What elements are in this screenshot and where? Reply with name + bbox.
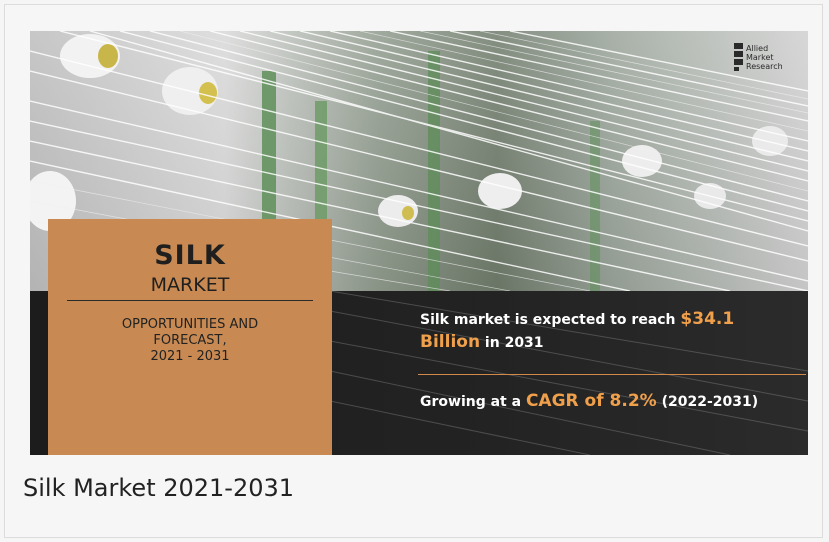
banner-title: SILK [154,240,226,271]
logo-line-3: Research [746,62,783,71]
logo-mark-icon [734,43,743,71]
forecast-line-2: FORECAST, [153,333,227,348]
cagr-stat: Growing at a CAGR of 8.2% (2022-2031) [420,390,805,413]
logo-text: Allied Market Research [746,44,783,71]
market-size-value: $34.1 Billion [420,309,735,352]
image-card: Allied Market Research SILK MARKET [4,4,823,538]
title-divider [67,300,313,301]
silk-market-banner[interactable]: Allied Market Research SILK MARKET [30,31,808,455]
thread-lines [30,31,808,291]
cagr-suffix: (2022-2031) [656,394,759,410]
market-size-suffix: in 2031 [480,335,544,351]
logo-line-1: Allied [746,44,769,53]
forecast-description: OPPORTUNITIES AND FORECAST, 2021 - 2031 [48,317,332,365]
logo-line-2: Market [746,53,774,62]
banner-subtitle: MARKET [150,274,230,296]
allied-market-research-logo: Allied Market Research [734,43,800,77]
image-caption: Silk Market 2021-2031 [23,474,295,502]
forecast-line-3: 2021 - 2031 [150,349,230,364]
market-size-prefix: Silk market is expected to reach [420,312,681,328]
title-panel: SILK MARKET OPPORTUNITIES AND FORECAST, … [48,219,332,455]
stats-divider [418,374,806,375]
forecast-line-1: OPPORTUNITIES AND [121,317,259,332]
cagr-prefix: Growing at a [420,394,526,410]
cagr-value: CAGR of 8.2% [525,391,657,411]
market-size-stat: Silk market is expected to reach $34.1 B… [420,308,800,354]
dark-thread-lines [329,291,808,455]
